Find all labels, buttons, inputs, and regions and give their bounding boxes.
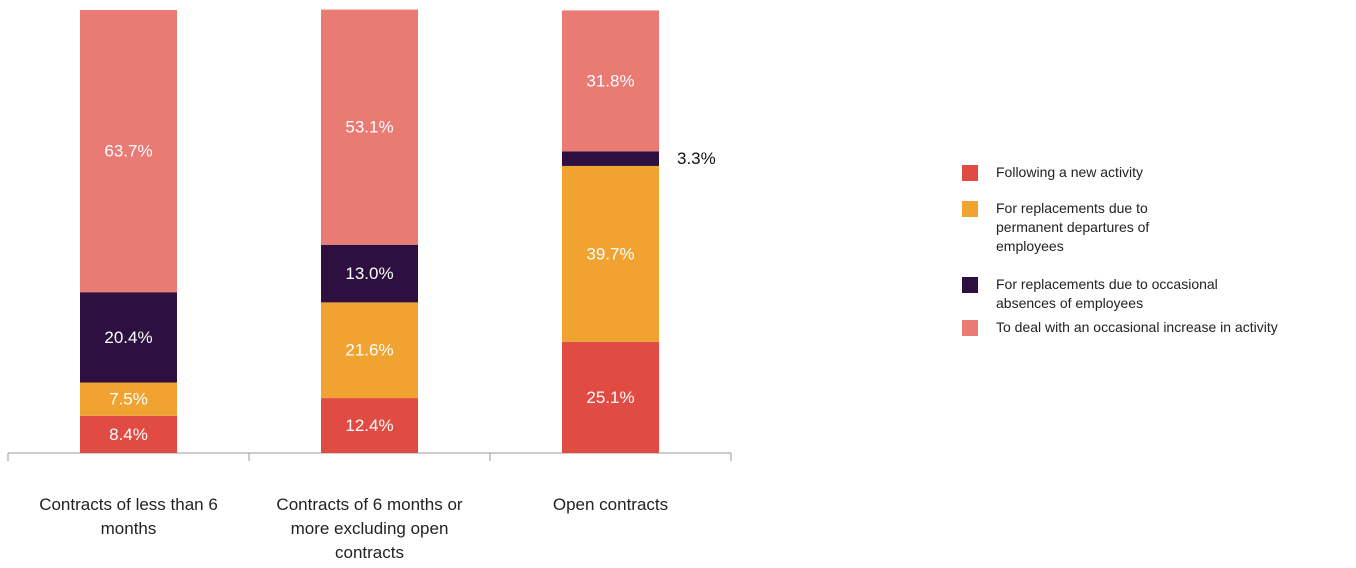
data-label: 8.4%	[109, 425, 148, 444]
legend-item: For replacements due to occasional absen…	[962, 275, 1266, 313]
data-label: 21.6%	[345, 341, 393, 360]
legend-swatch	[962, 201, 978, 217]
data-label: 39.7%	[586, 244, 634, 263]
legend-label: For replacements due to occasional absen…	[996, 276, 1218, 311]
bar-segment	[80, 292, 177, 383]
data-label: 20.4%	[104, 328, 152, 347]
bar-segment	[80, 10, 177, 293]
legend-swatch	[962, 320, 978, 336]
data-label: 12.4%	[345, 416, 393, 435]
legend-item: To deal with an occasional increase in a…	[962, 318, 1356, 337]
data-label: 63.7%	[104, 142, 152, 161]
legend-swatch	[962, 165, 978, 181]
data-label: 53.1%	[345, 118, 393, 137]
bar-segment	[321, 302, 418, 399]
bar-segment	[562, 165, 659, 342]
x-tick-label: Contracts of 6 months or more excluding …	[276, 495, 463, 562]
data-label: 25.1%	[586, 388, 634, 407]
data-label: 13.0%	[345, 264, 393, 283]
bar-segment	[80, 382, 177, 416]
legend-label: For replacements due to permanent depart…	[996, 200, 1150, 254]
bar-segment	[321, 244, 418, 303]
bar-segment	[562, 151, 659, 166]
x-tick-label: Open contracts	[552, 495, 669, 514]
bar-segment	[562, 341, 659, 453]
legend-item: Following a new activity	[962, 163, 1296, 182]
data-label: 7.5%	[109, 390, 148, 409]
bar-segment	[321, 9, 418, 245]
data-label: 3.3%	[677, 149, 716, 168]
bar-segment	[562, 10, 659, 152]
data-label: 31.8%	[586, 71, 634, 90]
legend-label: Following a new activity	[996, 164, 1144, 180]
bar-segment	[321, 398, 418, 453]
x-tick-label: Contracts of less than 6 months	[39, 495, 218, 538]
legend-label: To deal with an occasional increase in a…	[996, 319, 1278, 335]
bar-segment	[80, 415, 177, 453]
legend-item: For replacements due to permanent depart…	[962, 199, 1196, 256]
legend-swatch	[962, 277, 978, 293]
